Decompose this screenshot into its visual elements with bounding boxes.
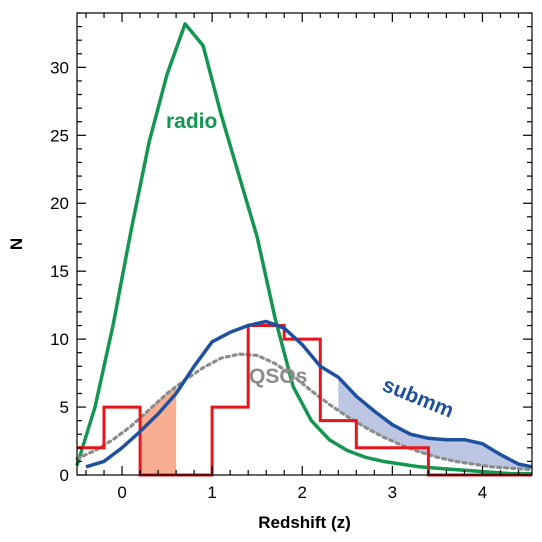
curve-layer (75, 22, 534, 477)
qso-curve (75, 352, 534, 472)
y-tick-label: 25 (50, 126, 69, 145)
x-tick-label: 2 (298, 483, 307, 502)
y-axis-title: N (7, 238, 26, 250)
submm-annotation: submm (379, 373, 457, 422)
x-tick-label: 0 (117, 483, 126, 502)
y-tick-label: 15 (50, 262, 69, 281)
fill-layer (140, 377, 532, 475)
submm-excess-area (338, 377, 532, 470)
y-tick-label: 30 (50, 58, 69, 77)
x-tick-label: 1 (207, 483, 216, 502)
histogram-highlight-area (140, 386, 177, 475)
x-tick-label: 3 (388, 483, 397, 502)
tick-layer (77, 12, 532, 476)
submm-curve (85, 319, 533, 469)
radio-annotation: radio (166, 110, 217, 133)
histogram-outline (77, 324, 532, 477)
qsos-annotation: QSOs (249, 365, 307, 388)
radio-curve (75, 22, 532, 476)
x-axis-title: Redshift (z) (258, 513, 351, 532)
tick-label-layer: 0 1 2 3 4 0 5 10 15 20 25 30 (50, 58, 487, 502)
y-tick-label: 5 (60, 398, 69, 417)
y-tick-label: 20 (50, 194, 69, 213)
y-tick-label: 10 (50, 330, 69, 349)
x-tick-label: 4 (478, 483, 487, 502)
y-tick-label: 0 (60, 466, 69, 485)
